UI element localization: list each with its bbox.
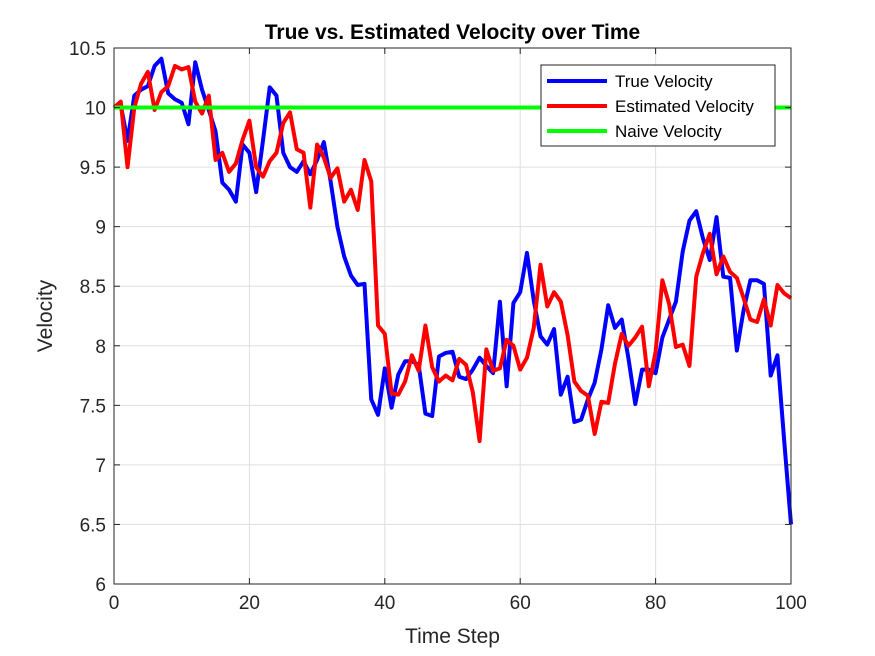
- x-tick-label: 80: [645, 593, 666, 614]
- y-axis-label: Velocity: [34, 279, 57, 352]
- y-tick-label: 9.5: [80, 158, 106, 179]
- y-tick-label: 10: [85, 99, 106, 120]
- axes-box: [113, 47, 792, 585]
- y-tick-label: 9: [95, 218, 106, 239]
- legend-label: Naive Velocity: [615, 122, 722, 141]
- tick-labels: 0 20 40 60 80 100 6 6.5 7 7.5 8 8.5 9 9.5 10 10.5: [69, 39, 807, 614]
- y-tick-label: 6: [95, 575, 106, 596]
- y-tick-label: 7: [95, 456, 106, 477]
- x-tick-label: 100: [775, 593, 807, 614]
- y-tick-label: 8.5: [80, 277, 106, 298]
- y-tick-label: 8: [95, 337, 106, 358]
- axes: [113, 47, 792, 585]
- chart-title: True vs. Estimated Velocity over Time: [265, 21, 640, 44]
- x-tick-label: 40: [374, 593, 395, 614]
- series-line-true-velocity: [113, 56, 793, 525]
- legend-label: Estimated Velocity: [615, 97, 754, 116]
- x-tick-label: 20: [239, 593, 260, 614]
- y-tick-label: 10.5: [69, 39, 106, 60]
- y-tick-label: 7.5: [80, 396, 106, 417]
- x-tick-label: 60: [510, 593, 531, 614]
- x-axis-label: Time Step: [405, 625, 500, 648]
- legend: True Velocity Estimated Velocity Naive Vel…: [540, 64, 776, 147]
- y-tick-label: 6.5: [80, 515, 106, 536]
- series-line-estimated-velocity: [112, 63, 793, 444]
- x-tick-label: 0: [109, 593, 120, 614]
- legend-label: True Velocity: [615, 72, 713, 91]
